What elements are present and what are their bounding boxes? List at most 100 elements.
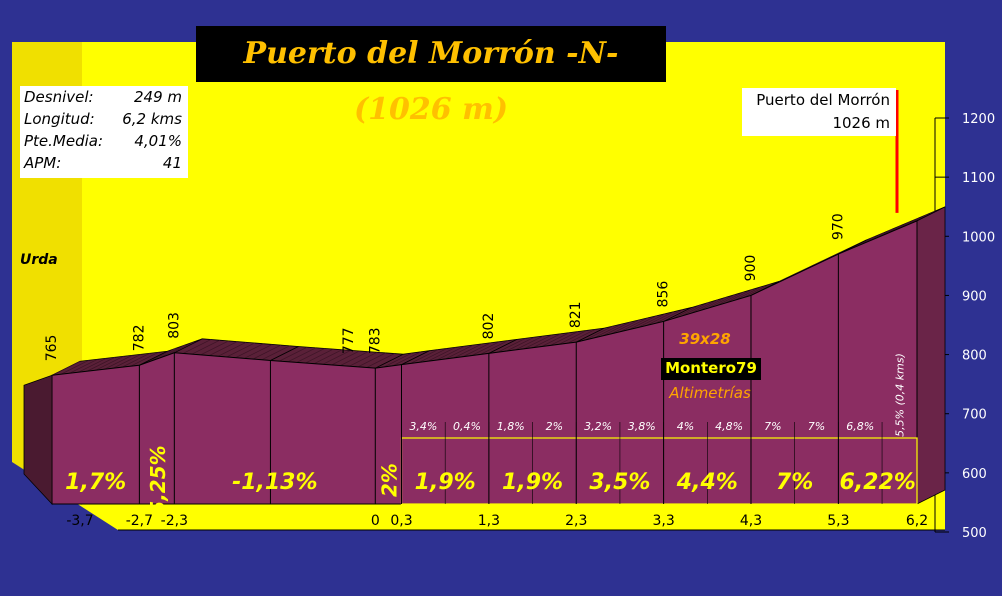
surface-hatch (724, 288, 753, 304)
surface-hatch (383, 352, 413, 368)
summit-altitude: 1026 m (832, 114, 890, 132)
surface-hatch (235, 343, 264, 359)
segment-gradient: 1,9% (415, 470, 476, 495)
surface-hatch (287, 347, 317, 363)
sub-segment-gradient: 4% (677, 420, 694, 433)
profile-end-wall (916, 206, 946, 505)
x-tick-label: -3,7 (66, 513, 93, 529)
stat-row: APM: 41 (24, 154, 186, 176)
surface-hatch (549, 331, 579, 346)
surface-hatch (602, 321, 631, 337)
segment-gradient: 3,5% (589, 470, 650, 495)
surface-hatch (742, 283, 771, 299)
stat-row: Desnivel: 249 m (24, 88, 186, 110)
stat-value: 6,2 kms (122, 110, 182, 128)
y-tick-label: 800 (962, 349, 987, 364)
surface-hatch (244, 344, 273, 359)
surface-hatch (462, 342, 491, 358)
altitude-label: 900 (743, 255, 759, 282)
x-axis: -3,7 -2,7 -2,3 0 0,3 1,3 2,3 3,3 4,3 5,3 6,2 (66, 513, 945, 531)
km-divider-top (375, 353, 404, 369)
altitude-label: 821 (568, 301, 584, 328)
surface-hatch (69, 358, 98, 374)
stats-box: Desnivel: 249 m Longitud: 6,2 kms Pte.Me… (20, 86, 188, 178)
title-box (196, 26, 666, 82)
km-divider-top (401, 350, 430, 365)
surface-hatch (410, 349, 439, 364)
surface-hatch (357, 352, 386, 368)
surface-hatch (680, 301, 710, 317)
surface-hatch (331, 350, 360, 366)
surface-hatch (672, 304, 701, 320)
surface-hatch (637, 313, 666, 328)
surface-hatch (733, 286, 762, 301)
stat-label: Pte.Media: (24, 132, 104, 150)
surface-hatch (113, 353, 142, 369)
ratio-label: 39x28 (679, 330, 731, 348)
altitude-labels: 765 782 803 777 783 802 821 856 900 970 (44, 213, 846, 361)
surface-hatch (645, 311, 675, 326)
surface-hatch (654, 309, 684, 324)
x-tick-label: -2,7 (126, 513, 153, 529)
surface-hatch (209, 341, 238, 356)
x-tick-label: 4,3 (740, 513, 762, 529)
surface-hatch (51, 360, 81, 376)
stat-label: APM: (24, 154, 62, 172)
surface-hatch (261, 345, 290, 361)
surface-hatch (497, 337, 526, 353)
source-label: Altimetrías (669, 384, 751, 402)
surface-hatch (619, 317, 649, 333)
segment-labels: 1,7% 5,25% -1,13% 2% 1,9% 1,9% 3,5% 4,4% 7% 6,22%… (65, 353, 916, 515)
surface-hatch (296, 348, 325, 363)
altitude-label: 970 (830, 213, 846, 240)
surface-hatch (191, 339, 220, 355)
summit-name: Puerto del Morrón (756, 91, 890, 109)
surface-hatch (60, 359, 89, 375)
surface-hatch (418, 348, 448, 363)
altitude-label: 782 (131, 324, 147, 351)
surface-hatch (523, 334, 552, 350)
profile-area (23, 90, 946, 506)
surface-hatch (471, 341, 500, 356)
sub-segment-gradient: 3,4% (409, 420, 437, 433)
x-tick-label: 1,3 (478, 513, 500, 529)
surface-hatch (348, 351, 378, 367)
x-tick-label: 3,3 (652, 513, 674, 529)
km-divider-top (750, 281, 780, 296)
km-divider-top (174, 338, 203, 354)
surface-hatch (584, 325, 614, 341)
surface-hatch (593, 323, 622, 339)
surface-hatch (252, 344, 282, 360)
altitude-label: 765 (44, 335, 60, 362)
segment-gradient: 1,7% (65, 470, 126, 495)
start-name: Urda (20, 252, 58, 268)
author-label: Montero79 (665, 359, 757, 377)
segment-gradient: -1,13% (232, 470, 317, 495)
surface-hatch (611, 319, 640, 335)
x-tick-label: 2,3 (565, 513, 587, 529)
stat-value: 249 m (133, 88, 182, 106)
author-box (661, 358, 761, 380)
surface-hatch (226, 342, 255, 358)
surface-hatch (78, 357, 107, 373)
surface-hatch (715, 291, 745, 307)
stat-row: Pte.Media: 4,01% (24, 132, 186, 154)
stat-label: Longitud: (24, 110, 95, 128)
km-divider-top (139, 350, 168, 366)
segment-gradient: 7% (776, 470, 813, 495)
y-tick-label: 900 (962, 289, 987, 304)
segment-band (400, 437, 918, 505)
surface-hatch (436, 345, 465, 361)
surface-hatch (340, 351, 369, 366)
surface-hatch (182, 339, 212, 354)
stat-row: Longitud: 6,2 kms (24, 110, 186, 132)
surface-hatch (156, 344, 186, 360)
surface-hatch (147, 347, 177, 363)
surface-hatch (514, 335, 544, 351)
y-tick-label: 700 (962, 408, 987, 423)
surface-hatch (322, 350, 352, 365)
segment-gradient: 5,25% (146, 445, 170, 514)
altitude-label: 777 (341, 327, 357, 354)
km-divider-top (663, 307, 692, 322)
stat-label: Desnivel: (24, 88, 94, 106)
